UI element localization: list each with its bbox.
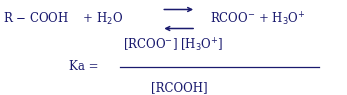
- Text: RCOO$^{-}$ + H$_3$O$^{+}$: RCOO$^{-}$ + H$_3$O$^{+}$: [210, 10, 305, 28]
- Text: R $-$ COOH    + H$_2$O: R $-$ COOH + H$_2$O: [3, 11, 124, 27]
- Text: [RCOOH]: [RCOOH]: [151, 81, 208, 94]
- Text: Ka =: Ka =: [69, 60, 102, 73]
- Text: [RCOO$^{-}$] [H$_3$O$^{+}$]: [RCOO$^{-}$] [H$_3$O$^{+}$]: [123, 37, 224, 54]
